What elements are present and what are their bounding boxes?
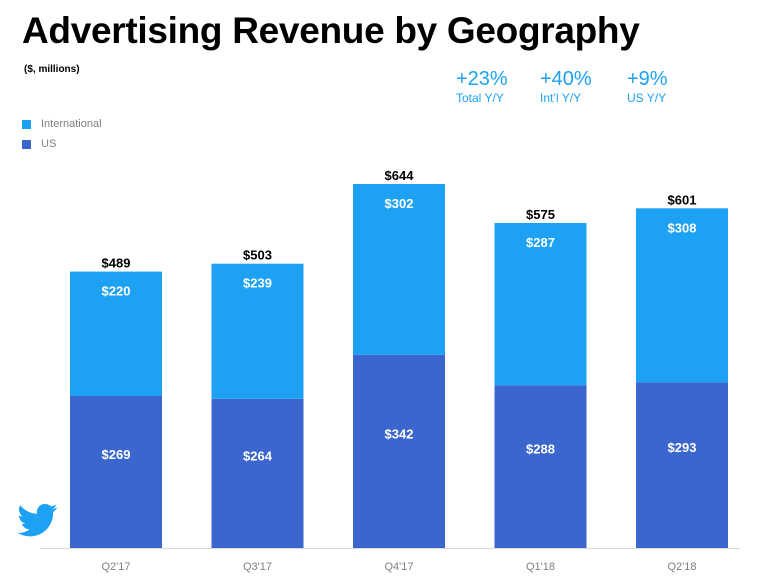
data-label-us: $264 [243, 448, 273, 463]
total-label: $644 [385, 168, 415, 183]
bar-international [353, 184, 445, 355]
data-label-us: $288 [526, 442, 555, 457]
kpi-total-value: +23% [456, 68, 508, 90]
bar-us [353, 354, 445, 548]
bar-international [70, 271, 162, 396]
bar-us [636, 382, 728, 548]
legend-label-international: International [41, 118, 102, 130]
legend-item-international: International [22, 114, 102, 134]
chart-title: Advertising Revenue by Geography [22, 10, 640, 51]
data-label-us: $293 [668, 440, 697, 455]
bar-international [211, 263, 304, 399]
data-label-international: $302 [385, 196, 414, 211]
bar-us [70, 395, 162, 548]
kpi-group: +23% Total Y/Y +40% Int’l Y/Y +9% US Y/Y [0, 68, 768, 118]
kpi-us-value: +9% [627, 68, 668, 90]
legend-item-us: US [22, 134, 102, 154]
data-label-international: $239 [243, 276, 272, 291]
total-label: $575 [526, 207, 555, 222]
kpi-intl-value: +40% [540, 68, 592, 90]
kpi-intl-label: Int’l Y/Y [540, 91, 582, 105]
x-tick-label: Q2'17 [101, 561, 130, 573]
data-label-international: $220 [102, 284, 131, 299]
twitter-bird-icon [17, 503, 58, 537]
total-label: $601 [668, 192, 697, 207]
x-tick-label: Q4'17 [384, 561, 413, 573]
x-tick-label: Q3'17 [243, 561, 272, 573]
bar-us [211, 398, 304, 548]
chart-subtitle: ($, millions) [24, 64, 80, 75]
legend-swatch-international [22, 119, 31, 129]
chart-legend: International US [22, 114, 102, 154]
kpi-total: +23% Total Y/Y [456, 68, 508, 106]
data-label-us: $269 [102, 447, 131, 462]
data-label-international: $308 [668, 220, 697, 235]
total-label: $489 [102, 256, 131, 271]
data-label-international: $287 [526, 235, 555, 250]
kpi-us: +9% US Y/Y [627, 68, 668, 106]
data-label-us: $342 [385, 426, 414, 441]
legend-label-us: US [41, 138, 57, 150]
kpi-intl: +40% Int’l Y/Y [540, 68, 592, 106]
legend-swatch-us [22, 139, 31, 149]
bar-international [636, 208, 728, 383]
x-tick-label: Q2'18 [667, 561, 696, 573]
x-tick-label: Q1'18 [526, 561, 555, 573]
kpi-total-label: Total Y/Y [456, 91, 504, 105]
total-label: $503 [243, 248, 272, 263]
kpi-us-label: US Y/Y [627, 91, 667, 105]
bar-international [494, 223, 587, 386]
bar-us [494, 385, 587, 548]
